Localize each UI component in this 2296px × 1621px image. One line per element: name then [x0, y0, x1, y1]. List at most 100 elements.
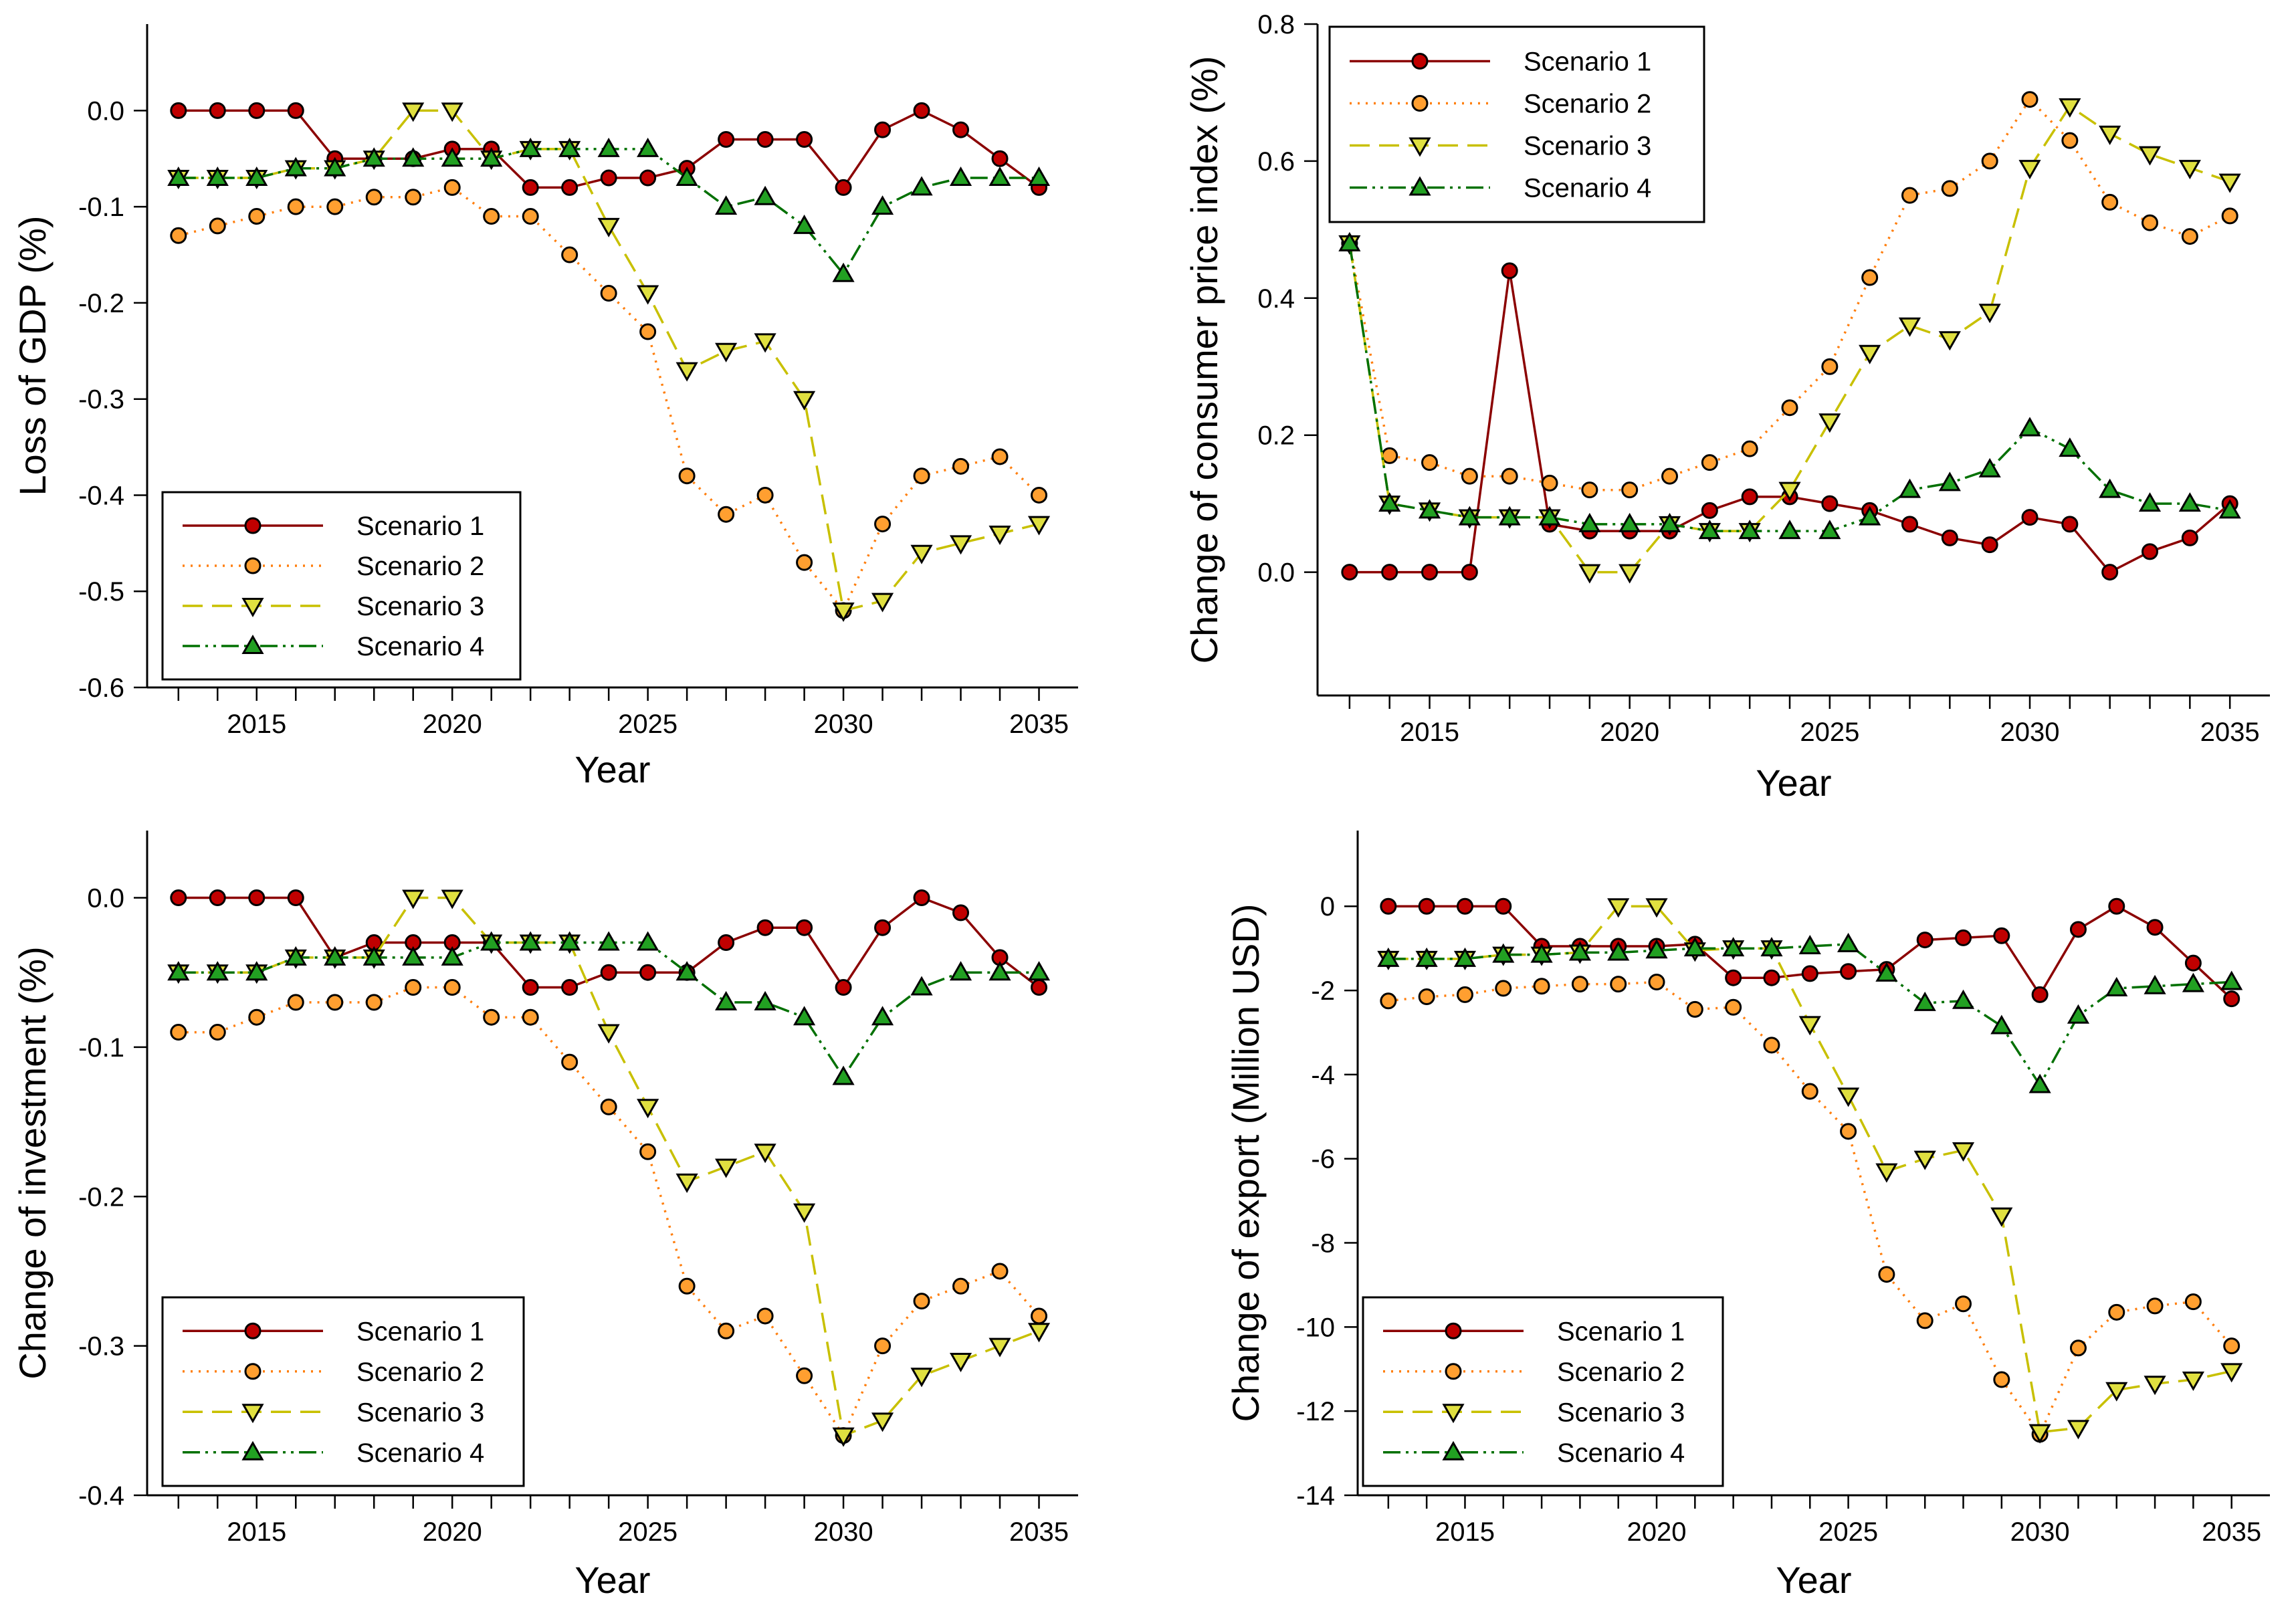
data-point [2182, 1371, 2204, 1392]
data-point [1955, 1295, 1972, 1313]
legend-marker [1411, 53, 1429, 70]
series-line [1348, 104, 2230, 574]
data-point [1722, 937, 1745, 957]
data-point [1778, 481, 1801, 502]
legend-marker [241, 1440, 264, 1461]
data-point [287, 198, 304, 215]
chart-panel-gdp: 2015 2020 2025 2030 2035 0.0 -0.1 -0.2 -0.3 -0.4 -… [11, 24, 1078, 790]
y-tick-label: -2 [1311, 976, 1335, 1006]
data-point [756, 919, 774, 936]
data-point [2108, 1303, 2125, 1321]
data-point [1725, 998, 1742, 1016]
data-point [1821, 358, 1839, 375]
data-point [793, 1006, 816, 1026]
data-point [2181, 529, 2198, 546]
data-point [561, 179, 579, 196]
data-point [871, 1412, 894, 1432]
data-point [1837, 932, 1860, 952]
data-point [1501, 262, 1518, 280]
data-point [639, 169, 657, 187]
data-point [639, 323, 657, 340]
data-point [1955, 929, 1972, 946]
data-point [1538, 506, 1561, 526]
data-point [1027, 516, 1051, 536]
x-axis-title: Year [1756, 762, 1831, 804]
data-point [443, 979, 461, 996]
data-point [1916, 932, 1934, 949]
data-point [2105, 1382, 2128, 1402]
data-point [1581, 481, 1598, 499]
y-tick-label: -0.5 [78, 577, 124, 607]
data-point [871, 195, 894, 215]
data-point [206, 167, 229, 187]
data-point [718, 131, 735, 148]
data-point [871, 592, 894, 613]
data-point [597, 1024, 620, 1044]
data-point [756, 486, 774, 504]
data-point [1645, 939, 1668, 959]
data-point [522, 1008, 539, 1026]
data-point [1461, 564, 1478, 581]
data-point [170, 889, 187, 907]
data-point [519, 931, 542, 951]
data-point [1878, 1266, 1895, 1283]
data-point [1801, 1083, 1818, 1100]
data-point [1619, 564, 1641, 584]
data-point [949, 167, 972, 187]
data-point [1501, 467, 1518, 485]
data-point [209, 217, 226, 235]
data-point [324, 156, 346, 177]
data-point [718, 1322, 735, 1339]
data-point [675, 961, 698, 981]
data-point [2220, 1363, 2243, 1383]
y-tick-label: -0.3 [78, 385, 124, 415]
chart-panel-export: 2015 2020 2025 2030 2035 0 -2 -4 -6 -8 -10 -12 -14 Ye… [1225, 831, 2270, 1601]
y-tick-label: -4 [1311, 1061, 1335, 1090]
legend-label: Scenario 3 [356, 592, 484, 621]
data-point [2067, 1420, 2090, 1440]
data-point [637, 931, 659, 951]
data-point [405, 189, 422, 206]
data-point [170, 102, 187, 119]
data-point [715, 990, 738, 1010]
data-point [1453, 947, 1477, 967]
x-tick-label: 2025 [618, 1517, 677, 1547]
data-point [913, 1293, 930, 1310]
data-point [1418, 897, 1435, 915]
data-point [1978, 304, 2001, 324]
legend-box [1362, 1296, 1724, 1487]
data-point [2069, 921, 2087, 938]
x-tick-label: 2030 [814, 1517, 873, 1547]
data-point [600, 1098, 617, 1115]
data-point [1818, 520, 1841, 540]
data-point [480, 147, 503, 167]
data-point [1341, 564, 1358, 581]
y-tick-label: -8 [1311, 1229, 1335, 1259]
data-point [910, 976, 933, 996]
x-tick-label: 2020 [423, 1517, 482, 1547]
legend-label: Scenario 2 [356, 1358, 484, 1387]
data-point [1898, 478, 1921, 498]
data-point [1861, 269, 1879, 286]
legend-label: Scenario 1 [356, 1317, 484, 1346]
legend-label: Scenario 3 [356, 1398, 484, 1427]
y-tick-label: 0.2 [1257, 421, 1295, 451]
data-point [793, 391, 816, 411]
x-tick-label: 2030 [2010, 1517, 2070, 1547]
legend-marker [241, 598, 264, 618]
data-point [1778, 520, 1801, 540]
data-point [1913, 991, 1936, 1011]
data-point [1840, 1123, 1857, 1140]
legend-marker [244, 1322, 262, 1339]
data-point [754, 333, 776, 353]
data-point [991, 1263, 1009, 1280]
data-point [988, 1337, 1011, 1358]
data-point [637, 1099, 659, 1119]
data-point [718, 934, 735, 952]
data-point [1686, 1000, 1703, 1018]
data-point [1683, 937, 1706, 957]
data-point [718, 506, 735, 523]
data-point [362, 147, 385, 167]
data-point [913, 102, 930, 119]
